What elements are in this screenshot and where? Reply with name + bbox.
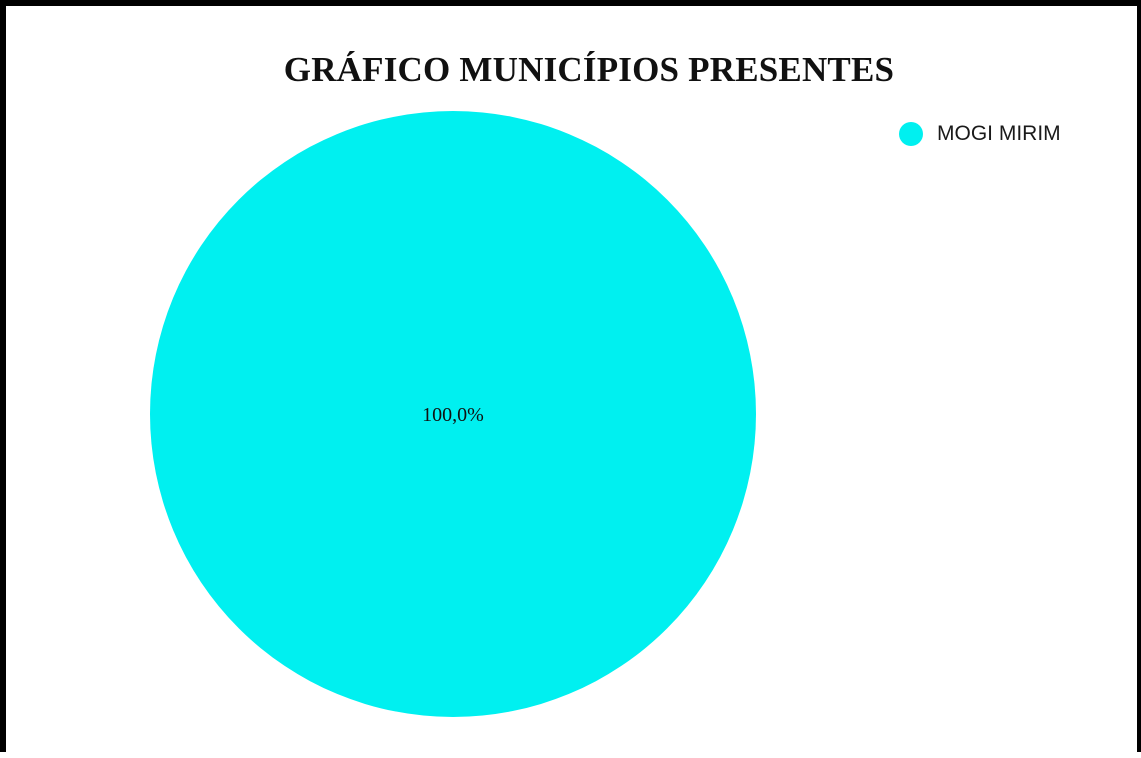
pie-chart: 100,0% [150, 111, 756, 717]
chart-title: GRÁFICO MUNICÍPIOS PRESENTES [283, 50, 895, 89]
slice-value-label: 100,0% [422, 404, 484, 426]
legend: MOGI MIRIM [899, 122, 1061, 146]
legend-marker-mogi-mirim [899, 122, 923, 146]
pie-slice-mogi-mirim [150, 111, 756, 717]
legend-label-mogi-mirim: MOGI MIRIM [937, 122, 1061, 145]
